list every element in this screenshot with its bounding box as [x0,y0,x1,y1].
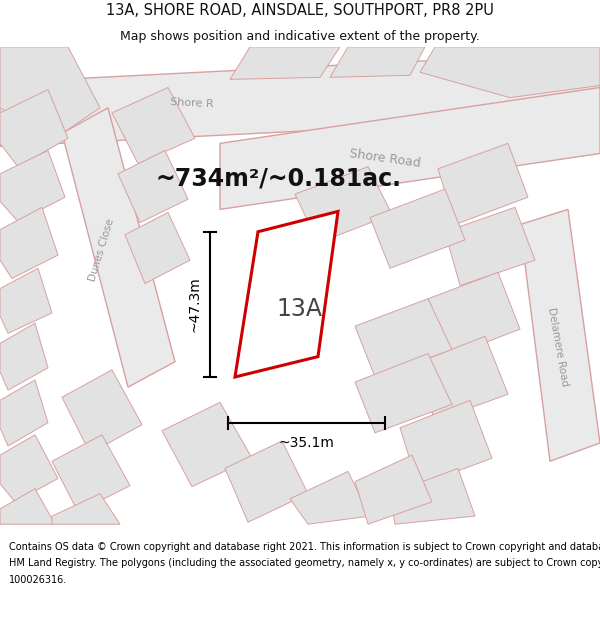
Polygon shape [445,208,535,286]
Text: 100026316.: 100026316. [9,575,67,585]
Polygon shape [0,52,600,146]
Text: Map shows position and indicative extent of the property.: Map shows position and indicative extent… [120,30,480,43]
Polygon shape [0,380,48,446]
Polygon shape [420,47,600,98]
Polygon shape [390,468,475,524]
Polygon shape [400,400,492,486]
Text: 13A, SHORE ROAD, AINSDALE, SOUTHPORT, PR8 2PU: 13A, SHORE ROAD, AINSDALE, SOUTHPORT, PR… [106,2,494,18]
Polygon shape [0,208,58,279]
Polygon shape [330,47,425,78]
Polygon shape [118,151,188,222]
Polygon shape [415,336,508,421]
Polygon shape [0,489,55,524]
Polygon shape [125,213,190,284]
Polygon shape [355,299,452,377]
Polygon shape [428,272,520,357]
Polygon shape [0,323,48,390]
Polygon shape [0,151,65,221]
Text: HM Land Registry. The polygons (including the associated geometry, namely x, y c: HM Land Registry. The polygons (includin… [9,558,600,568]
Polygon shape [0,47,100,138]
Polygon shape [235,211,338,377]
Text: Dunes Close: Dunes Close [88,217,116,282]
Text: Shore R: Shore R [170,97,214,109]
Polygon shape [112,88,195,164]
Polygon shape [225,441,308,522]
Polygon shape [52,494,120,524]
Polygon shape [355,455,432,524]
Polygon shape [520,209,600,461]
Polygon shape [370,189,465,268]
Polygon shape [52,435,130,512]
Text: Contains OS data © Crown copyright and database right 2021. This information is : Contains OS data © Crown copyright and d… [9,542,600,552]
Polygon shape [62,370,142,453]
Text: ~734m²/~0.181ac.: ~734m²/~0.181ac. [155,167,401,191]
Polygon shape [0,89,68,167]
Text: Shore Road: Shore Road [349,147,421,170]
Polygon shape [162,402,252,487]
Text: ~47.3m: ~47.3m [187,276,201,332]
Polygon shape [62,107,175,387]
Polygon shape [0,268,52,333]
Polygon shape [438,143,528,224]
Polygon shape [295,167,392,243]
Polygon shape [220,88,600,209]
Text: 13A: 13A [276,298,322,321]
Text: ~35.1m: ~35.1m [278,436,334,450]
Polygon shape [355,354,452,432]
Polygon shape [230,47,340,79]
Text: Delamere Road: Delamere Road [546,306,570,387]
Polygon shape [290,471,370,524]
Polygon shape [0,435,58,502]
